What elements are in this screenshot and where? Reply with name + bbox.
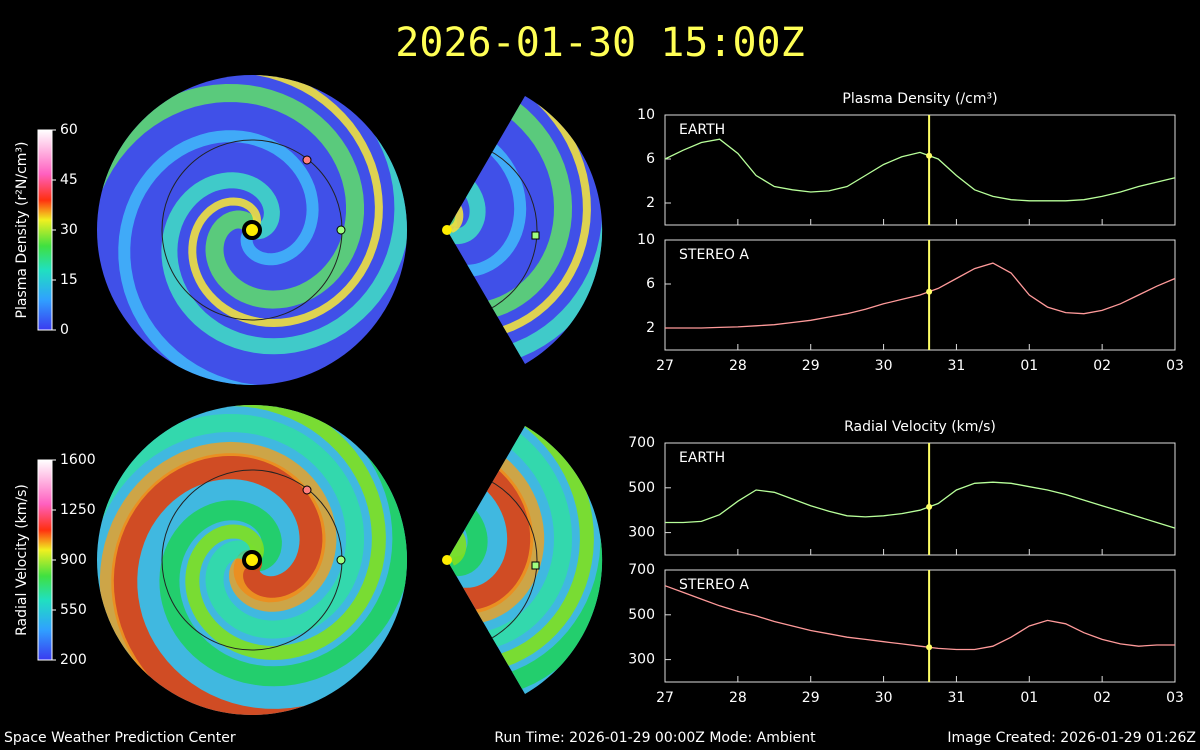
x-tick-label: 27 — [656, 690, 674, 706]
colorbar-tick-label: 45 — [60, 172, 78, 188]
footer-right: Image Created: 2026-01-29 01:26Z — [947, 730, 1196, 746]
x-tick-label: 29 — [802, 690, 820, 706]
colorbar-label: Plasma Density (r²N/cm³) — [14, 142, 30, 319]
x-tick-label: 31 — [948, 358, 966, 374]
colorbar-tick-label: 30 — [60, 222, 78, 238]
stream-arm — [118, 130, 407, 385]
series-name: EARTH — [679, 122, 725, 138]
stream-arm — [97, 405, 386, 661]
x-tick-label: 03 — [1166, 358, 1184, 374]
x-tick-label: 02 — [1093, 690, 1111, 706]
heliosphere-plots — [97, 75, 603, 715]
colorbar-tick-label: 60 — [60, 122, 78, 138]
colorbar — [37, 129, 53, 331]
y-tick-label: 700 — [628, 435, 655, 451]
series-name: STEREO A — [679, 577, 749, 593]
colorbar-tick-label: 200 — [60, 652, 87, 668]
model-disk — [97, 75, 407, 385]
plot-frame — [664, 114, 1176, 226]
x-tick-label: 31 — [948, 690, 966, 706]
y-tick-label: 6 — [646, 276, 655, 292]
x-tick-label: 27 — [656, 358, 674, 374]
stream-arm — [447, 96, 573, 364]
orbit — [447, 139, 538, 321]
footer-left: Space Weather Prediction Center — [4, 730, 236, 746]
y-tick-label: 2 — [646, 195, 655, 211]
colorbar-tick-label: 1250 — [60, 502, 96, 518]
y-tick-label: 700 — [628, 562, 655, 578]
y-tick-label: 10 — [637, 107, 655, 123]
y-tick-label: 10 — [637, 232, 655, 248]
x-tick-label: 01 — [1020, 690, 1038, 706]
sun — [242, 550, 262, 570]
sun — [242, 220, 262, 240]
x-tick-label: 02 — [1093, 358, 1111, 374]
series-line — [664, 585, 1175, 651]
stereo-marker — [302, 485, 312, 495]
y-tick-label: 500 — [628, 480, 655, 496]
series-line — [665, 262, 1176, 329]
stream-arm — [447, 96, 603, 364]
cursor-point — [926, 644, 933, 651]
colorbar-tick-label: 1600 — [60, 452, 96, 468]
stream-arm — [111, 453, 407, 715]
y-tick-label: 300 — [628, 525, 655, 541]
stream-arm — [447, 426, 573, 694]
x-tick-label: 30 — [875, 358, 893, 374]
stream-arm — [447, 426, 603, 694]
chart-title: Plasma Density (/cm³) — [842, 91, 997, 107]
earth-marker — [336, 555, 346, 565]
x-tick-label: 30 — [875, 690, 893, 706]
x-tick-label: 28 — [729, 358, 747, 374]
earth-marker — [336, 225, 346, 235]
sun — [442, 555, 452, 565]
title: 2026-01-30 15:00Z — [395, 20, 804, 66]
colorbar-tick-label: 550 — [60, 602, 87, 618]
colorbar-tick-label: 0 — [60, 322, 69, 338]
y-tick-label: 300 — [628, 652, 655, 668]
y-tick-label: 500 — [628, 607, 655, 623]
series-line — [664, 138, 1176, 202]
series-line — [665, 481, 1176, 529]
earth-marker — [531, 561, 540, 570]
cursor-point — [926, 503, 933, 510]
y-tick-label: 6 — [646, 151, 655, 167]
x-tick-label: 29 — [802, 358, 820, 374]
cursor-point — [926, 288, 933, 295]
footer-center: Run Time: 2026-01-29 00:00Z Mode: Ambien… — [494, 730, 816, 746]
colorbar-tick-label: 900 — [60, 552, 87, 568]
colorbar-label: Radial Velocity (km/s) — [14, 484, 30, 636]
series-name: STEREO A — [679, 247, 749, 263]
series-name: EARTH — [679, 450, 725, 466]
plot-frame — [664, 442, 1176, 556]
stream-arm — [447, 428, 545, 694]
stream-arm — [97, 83, 364, 385]
stereo-marker — [302, 155, 312, 165]
plot-frame — [664, 569, 1176, 683]
sun — [442, 225, 452, 235]
orbit — [447, 469, 538, 651]
stream-arm — [97, 75, 383, 328]
stream-arm — [97, 413, 364, 715]
y-tick-label: 2 — [646, 320, 655, 336]
cursor-point — [926, 152, 933, 159]
colorbar — [37, 459, 53, 661]
x-tick-label: 01 — [1020, 358, 1038, 374]
earth-marker — [531, 231, 540, 240]
colorbar-tick-label: 15 — [60, 272, 78, 288]
chart-title: Radial Velocity (km/s) — [844, 419, 996, 435]
x-tick-label: 28 — [729, 690, 747, 706]
plot-frame — [664, 239, 1176, 351]
x-tick-label: 03 — [1166, 690, 1184, 706]
